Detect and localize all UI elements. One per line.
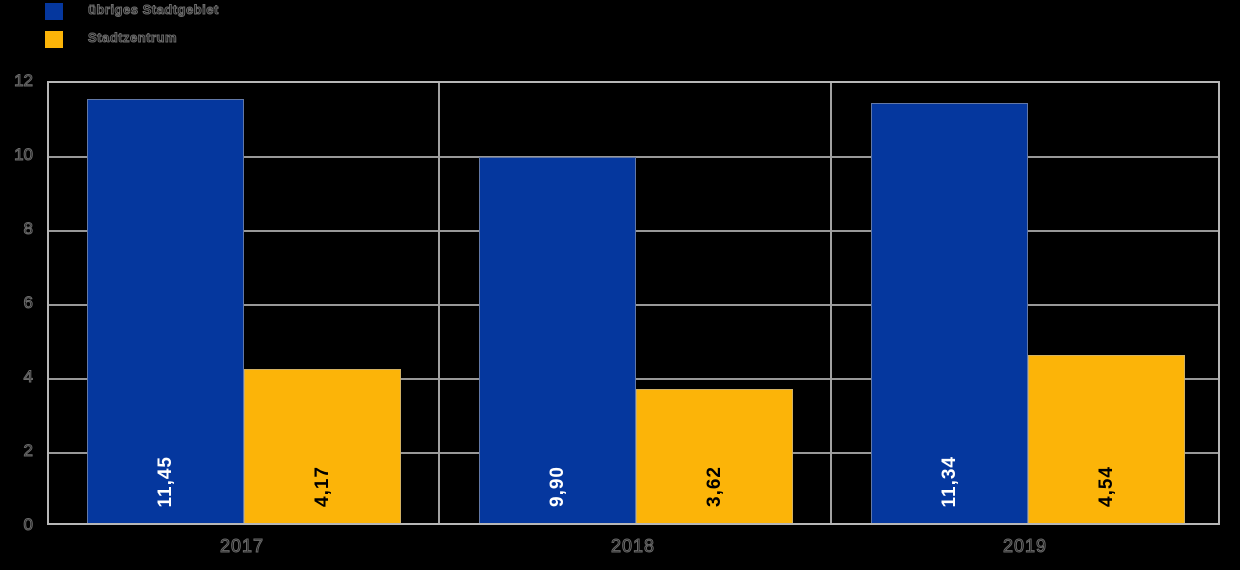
y-axis-label: 0 — [23, 515, 33, 535]
y-axis-label: 6 — [23, 293, 33, 313]
panel-divider — [830, 83, 832, 523]
bar-2018-orange: 3,62 — [636, 389, 793, 523]
bar-value-label: 4,54 — [1095, 466, 1117, 507]
x-axis-label: 2017 — [219, 536, 265, 557]
x-axis-label: 2018 — [610, 536, 656, 557]
legend-swatch-orange — [45, 31, 63, 48]
legend-label: übriges Stadtgebiet — [88, 2, 219, 18]
bar-2019-blue: 11,34 — [871, 103, 1028, 523]
legend-swatch-blue — [45, 3, 63, 20]
x-axis-label: 2019 — [1002, 536, 1048, 557]
y-axis-label: 12 — [14, 71, 34, 91]
legend-label: Stadtzentrum — [87, 30, 178, 46]
bar-value-label: 11,45 — [154, 455, 176, 508]
bar-value-label: 11,34 — [938, 455, 960, 508]
plot-area: 11,45 4,17 9,90 3,62 11,34 4,54 — [47, 81, 1220, 525]
bar-value-label: 3,62 — [703, 466, 725, 507]
y-axis-label: 4 — [23, 367, 33, 387]
panel-divider — [438, 83, 440, 523]
bar-value-label: 9,90 — [546, 466, 568, 507]
y-axis-label: 10 — [14, 145, 34, 165]
bar-2017-orange: 4,17 — [244, 369, 401, 523]
y-axis-label: 8 — [23, 219, 33, 239]
bar-2018-blue: 9,90 — [479, 157, 636, 523]
bar-value-label: 4,17 — [311, 466, 333, 507]
bar-2017-blue: 11,45 — [87, 99, 244, 523]
bar-2019-orange: 4,54 — [1028, 355, 1185, 523]
y-axis-label: 2 — [23, 441, 33, 461]
